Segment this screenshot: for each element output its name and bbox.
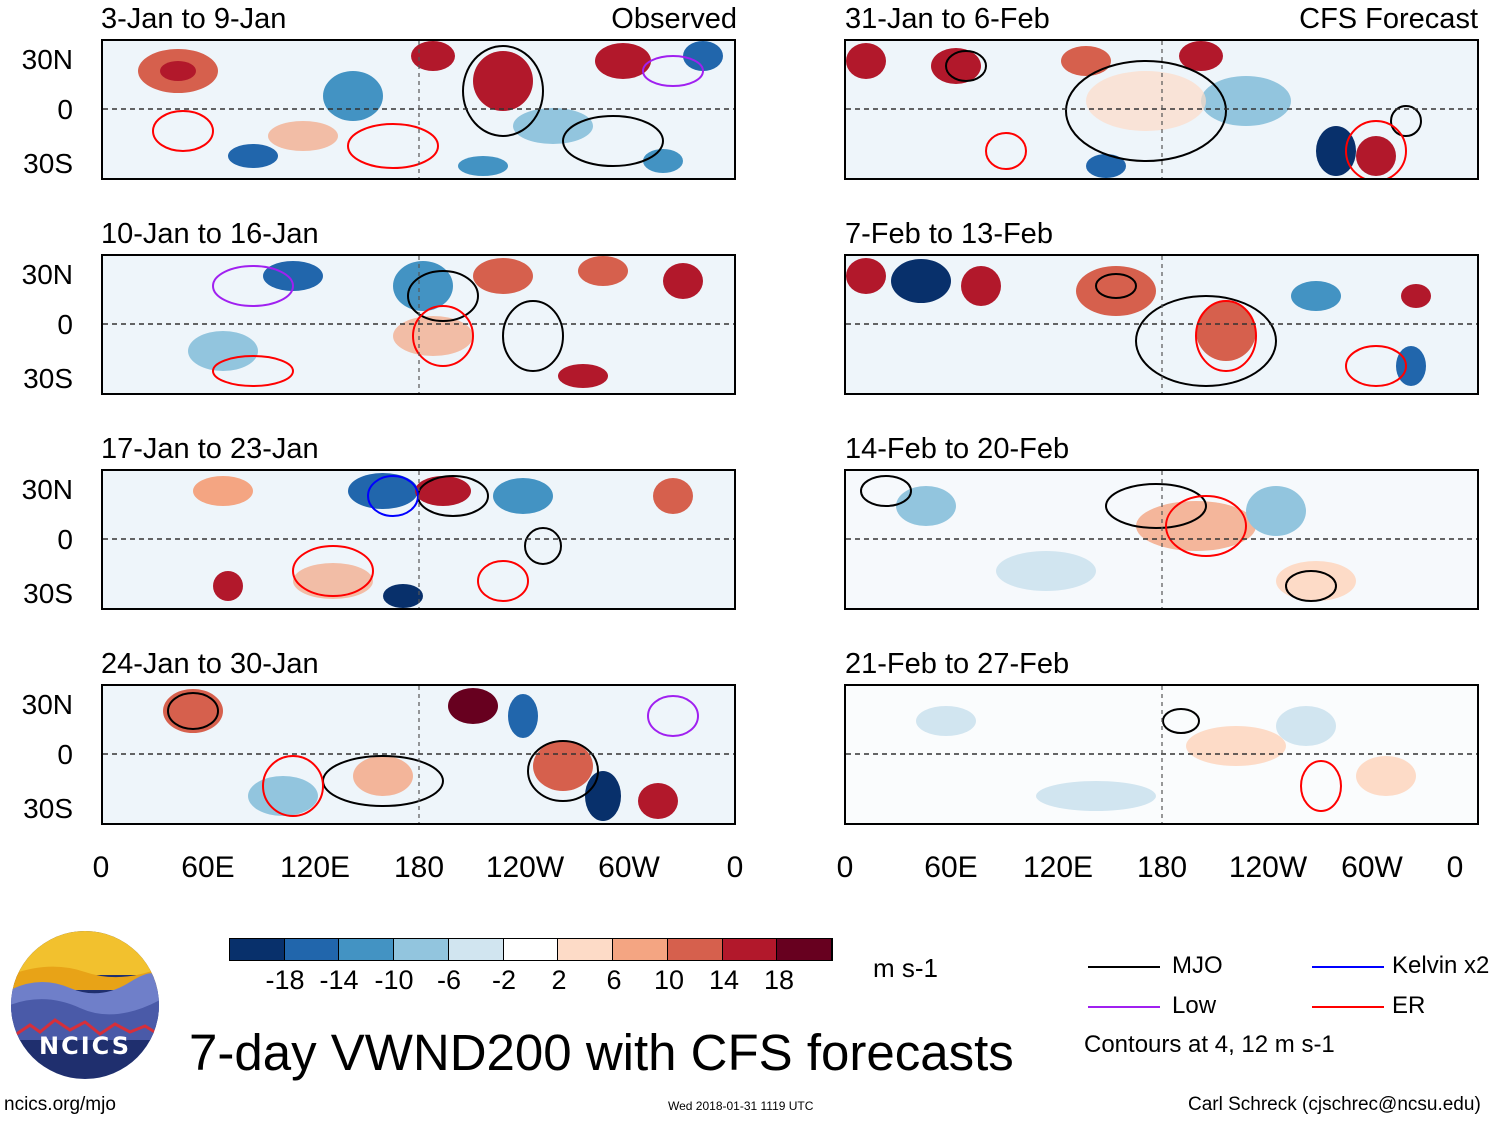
legend-swatch-kelvin	[1312, 966, 1384, 968]
lat-label: 30N	[21, 689, 73, 720]
colorbar-swatch	[230, 939, 285, 960]
map-observed-2	[101, 254, 736, 395]
lon-label: 60E	[181, 851, 235, 884]
panel-title-obs-1: 3-Jan to 9-Jan	[101, 3, 287, 35]
lon-label: 120W	[1228, 851, 1308, 884]
map-forecast-1	[844, 39, 1479, 180]
lon-label: 180	[393, 851, 445, 884]
legend-label-mjo: MJO	[1172, 952, 1223, 979]
page-title: 7-day VWND200 with CFS forecasts	[189, 1024, 1014, 1081]
legend-swatch-low	[1088, 1006, 1160, 1008]
legend-label-low: Low	[1172, 992, 1217, 1019]
lat-label: 0	[57, 739, 73, 770]
legend-swatch-er	[1312, 1006, 1384, 1008]
lon-label: 0	[726, 851, 744, 884]
legend-label-kelvin: Kelvin x2	[1392, 952, 1490, 979]
map-observed-4	[101, 684, 736, 825]
map-forecast-2	[844, 254, 1479, 395]
colorbar-tick-label: 18	[763, 965, 795, 995]
colorbar-swatch	[722, 939, 778, 960]
lon-label: 60E	[924, 851, 978, 884]
map-observed-3	[101, 469, 736, 610]
forecast-tag: CFS Forecast	[1299, 3, 1478, 35]
panel-title-fc-3: 14-Feb to 20-Feb	[845, 433, 1070, 465]
credit: Carl Schreck (cjschrec@ncsu.edu)	[1188, 1094, 1481, 1115]
colorbar-swatch	[503, 939, 559, 960]
colorbar-swatch	[394, 939, 449, 960]
colorbar-swatch	[339, 939, 395, 960]
colorbar-tick-label: -14	[319, 965, 359, 995]
lon-label: 60W	[1341, 851, 1403, 884]
panel-title-obs-4: 24-Jan to 30-Jan	[101, 648, 319, 680]
lon-label: 60W	[598, 851, 660, 884]
panel-title-fc-2: 7-Feb to 13-Feb	[845, 218, 1053, 250]
colorbar-tick-label: -2	[491, 965, 516, 995]
lat-label: 30S	[23, 148, 73, 179]
lat-label: 30S	[23, 363, 73, 394]
colorbar-tick-label: 14	[708, 965, 740, 995]
lat-label: 0	[57, 524, 73, 555]
colorbar-tick-label: 10	[653, 965, 685, 995]
timestamp: Wed 2018-01-31 1119 UTC	[668, 1099, 814, 1113]
colorbar-tick-label: 6	[606, 965, 622, 995]
lat-label: 30N	[21, 259, 73, 290]
lat-label: 30N	[21, 44, 73, 75]
lon-label: 120W	[485, 851, 565, 884]
colorbar-tick-label: -10	[374, 965, 414, 995]
panel-title-fc-4: 21-Feb to 27-Feb	[845, 648, 1070, 680]
colorbar-swatch	[777, 939, 833, 960]
lat-label: 30S	[23, 578, 73, 609]
panel-title-obs-3: 17-Jan to 23-Jan	[101, 433, 319, 465]
map-forecast-3	[844, 469, 1479, 610]
panel-title-fc-1: 31-Jan to 6-Feb	[845, 3, 1050, 35]
lon-label: 0	[92, 851, 110, 884]
legend-swatch-mjo	[1088, 966, 1160, 968]
colorbar-swatch	[613, 939, 668, 960]
lon-label: 120E	[1022, 851, 1094, 884]
panel-title-obs-2: 10-Jan to 16-Jan	[101, 218, 319, 250]
colorbar	[229, 938, 833, 961]
colorbar-tick-label: 2	[551, 965, 567, 995]
observed-tag: Observed	[611, 3, 737, 35]
lat-label: 0	[57, 309, 73, 340]
map-observed-1	[101, 39, 736, 180]
lon-label: 180	[1136, 851, 1188, 884]
units-label: m s-1	[873, 953, 938, 983]
colorbar-swatch	[667, 939, 723, 960]
colorbar-swatch	[448, 939, 504, 960]
lon-label: 120E	[279, 851, 351, 884]
lat-label: 30S	[23, 793, 73, 824]
colorbar-tick-label: -18	[265, 965, 305, 995]
colorbar-tick-label: -6	[436, 965, 461, 995]
map-forecast-4	[844, 684, 1479, 825]
lon-label: 0	[1446, 851, 1464, 884]
colorbar-swatch	[558, 939, 614, 960]
lat-label: 30N	[21, 474, 73, 505]
legend-label-er: ER	[1392, 992, 1426, 1019]
legend-note: Contours at 4, 12 m s-1	[1084, 1031, 1335, 1058]
colorbar-swatch	[284, 939, 340, 960]
ncics-logo: NCICS	[10, 930, 160, 1080]
site-link[interactable]: ncics.org/mjo	[4, 1094, 116, 1115]
lat-label: 0	[57, 94, 73, 125]
lon-label: 0	[836, 851, 854, 884]
logo-text: NCICS	[39, 1032, 131, 1060]
